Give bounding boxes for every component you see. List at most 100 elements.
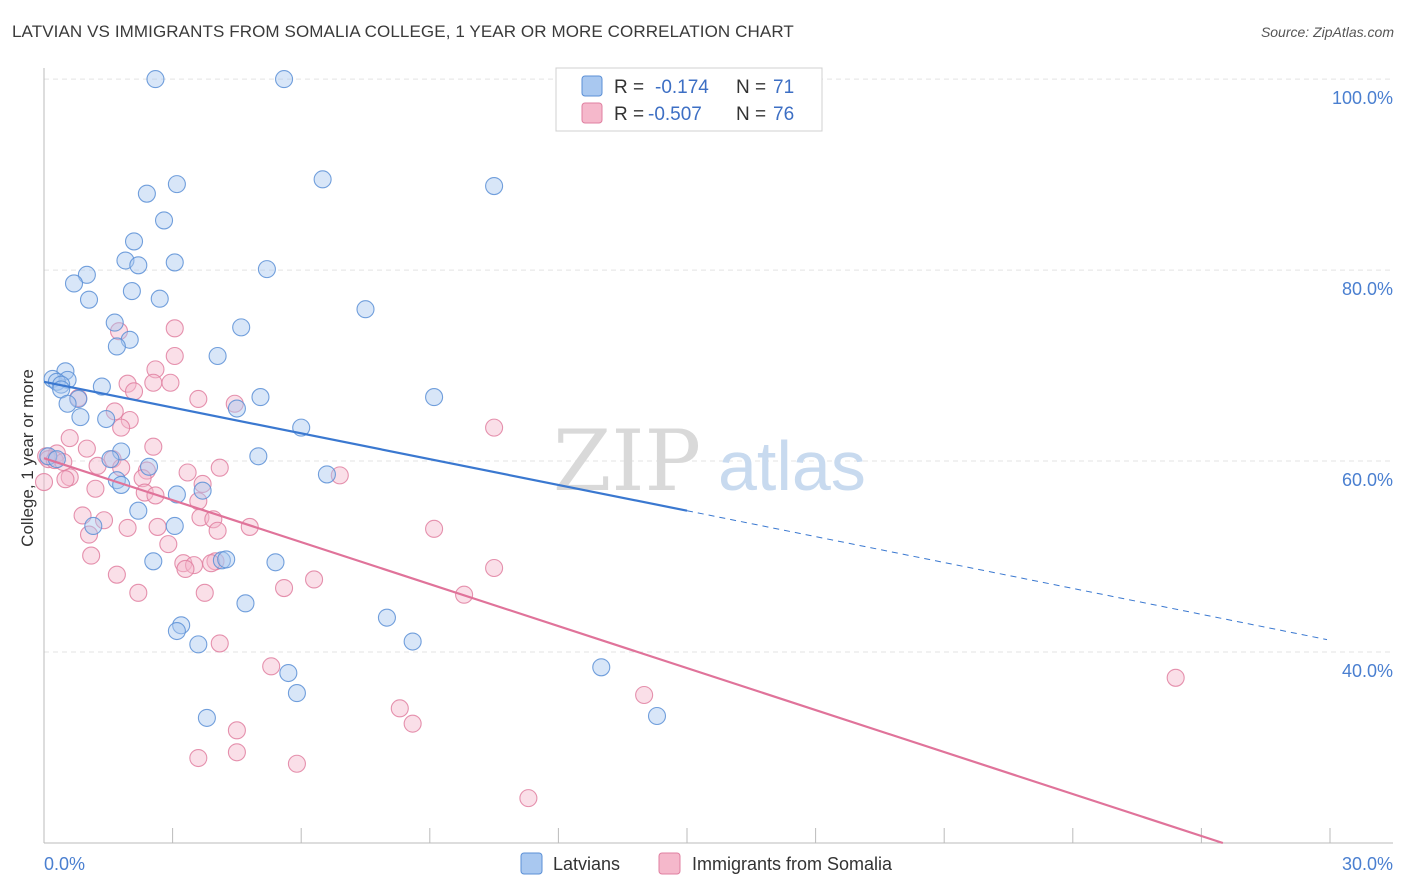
somalia-point — [208, 521, 227, 540]
somalia-point — [60, 429, 79, 448]
latvians-point — [251, 388, 270, 407]
latvians-trend-extension — [686, 510, 1328, 641]
latvians-point — [197, 708, 216, 727]
somalia-point — [178, 463, 197, 482]
y-axis-label: College, 1 year or more — [18, 369, 37, 547]
somalia-point — [225, 394, 244, 413]
latvians-point — [279, 663, 298, 683]
latvians-point — [208, 346, 227, 366]
somalia-point — [485, 418, 504, 437]
y-tick-label: 100.0% — [1332, 88, 1393, 108]
somalia-point — [129, 583, 148, 602]
latvians-point — [58, 394, 77, 413]
latvians-point — [193, 481, 212, 500]
somalia-point — [124, 382, 144, 401]
latvians-point — [227, 399, 246, 418]
somalia-point — [165, 319, 184, 338]
somalia-point — [305, 570, 324, 589]
somalia-point — [240, 517, 259, 536]
latvians-point — [84, 516, 103, 536]
somalia-point — [193, 474, 212, 494]
somalia-point — [56, 470, 75, 489]
somalia-point — [189, 748, 208, 768]
somalia-point — [390, 699, 409, 718]
somalia-point — [485, 558, 504, 578]
latvians-point — [317, 465, 336, 484]
latvians-point — [167, 175, 186, 194]
somalia-point — [635, 685, 654, 705]
latvians-point — [377, 608, 396, 627]
somalia-point — [135, 483, 154, 502]
latvians-point — [112, 442, 131, 461]
latvians-point — [105, 313, 124, 332]
latvians-point — [146, 70, 165, 89]
somalia-trend-line — [43, 457, 1224, 845]
y-tick-label: 80.0% — [1342, 279, 1393, 299]
somalia-point — [210, 458, 229, 477]
somalia-point — [262, 657, 281, 676]
somalia-point — [34, 473, 54, 492]
legend-n-label-latvians: N = — [736, 77, 766, 98]
somalia-point — [82, 546, 101, 565]
x-tick-label: 30.0% — [1342, 854, 1393, 874]
watermark-atlas: atlas — [718, 427, 866, 505]
latvians-point — [154, 211, 174, 230]
somalia-point — [1166, 668, 1185, 687]
latvians-point — [356, 300, 375, 319]
somalia-point — [107, 565, 126, 584]
somalia-point — [144, 373, 163, 392]
x-tick-labels: 0.0% 30.0% — [44, 854, 1393, 874]
legend-r-value-somalia: -0.507 — [648, 104, 702, 125]
somalia-point — [227, 721, 246, 740]
latvians-trend-line — [43, 380, 688, 512]
latvians-point — [112, 475, 131, 494]
latvians-point — [71, 408, 90, 427]
latvians-point — [425, 388, 444, 407]
somalia-point — [144, 437, 163, 456]
latvians-point — [124, 232, 144, 251]
latvians-point — [69, 389, 88, 409]
somalia-point — [202, 554, 221, 573]
bottom-legend-label-latvians: Latvians — [553, 854, 620, 874]
legend-r-label-somalia: R = — [614, 104, 644, 125]
latvians-point — [122, 282, 141, 301]
latvians-point — [77, 265, 96, 284]
grid — [44, 78, 1393, 653]
somalia-point — [159, 535, 178, 554]
bottom-legend-swatch-somalia — [658, 852, 681, 875]
somalia-point — [146, 360, 165, 379]
legend-swatch-somalia — [581, 102, 603, 124]
somalia-point — [133, 469, 152, 488]
latvians-point — [129, 501, 148, 520]
latvians-point — [275, 70, 294, 89]
somalia-point — [94, 511, 114, 530]
latvians-point — [165, 516, 184, 536]
latvians-point — [403, 632, 422, 651]
somalia-point — [165, 346, 184, 366]
latvians-point — [592, 658, 611, 677]
trend-lines — [43, 380, 1328, 845]
latvians-point — [232, 318, 251, 337]
latvians-point — [189, 635, 208, 654]
latvians-point — [129, 256, 148, 275]
somalia-point — [112, 418, 131, 437]
latvians-point — [287, 684, 306, 703]
latvians-point — [64, 274, 84, 293]
bottom-legend-label-somalia: Immigrants from Somalia — [692, 854, 893, 874]
somalia-point — [189, 389, 208, 409]
watermark-zip: ZIP — [553, 412, 701, 510]
latvians-point — [165, 253, 184, 272]
somalia-point — [176, 559, 195, 579]
watermark: ZIP atlas — [553, 412, 866, 510]
latvians-point — [485, 176, 504, 196]
axes — [43, 68, 1393, 844]
legend-swatch-latvians — [581, 75, 603, 97]
latvians-point — [79, 290, 99, 309]
latvians-point — [236, 594, 255, 613]
legend-n-label-somalia: N = — [736, 104, 766, 125]
somalia-point — [403, 714, 422, 733]
latvians-point — [167, 621, 186, 641]
legend-r-value-latvians: -0.174 — [655, 77, 709, 98]
latvians-point — [92, 377, 111, 396]
